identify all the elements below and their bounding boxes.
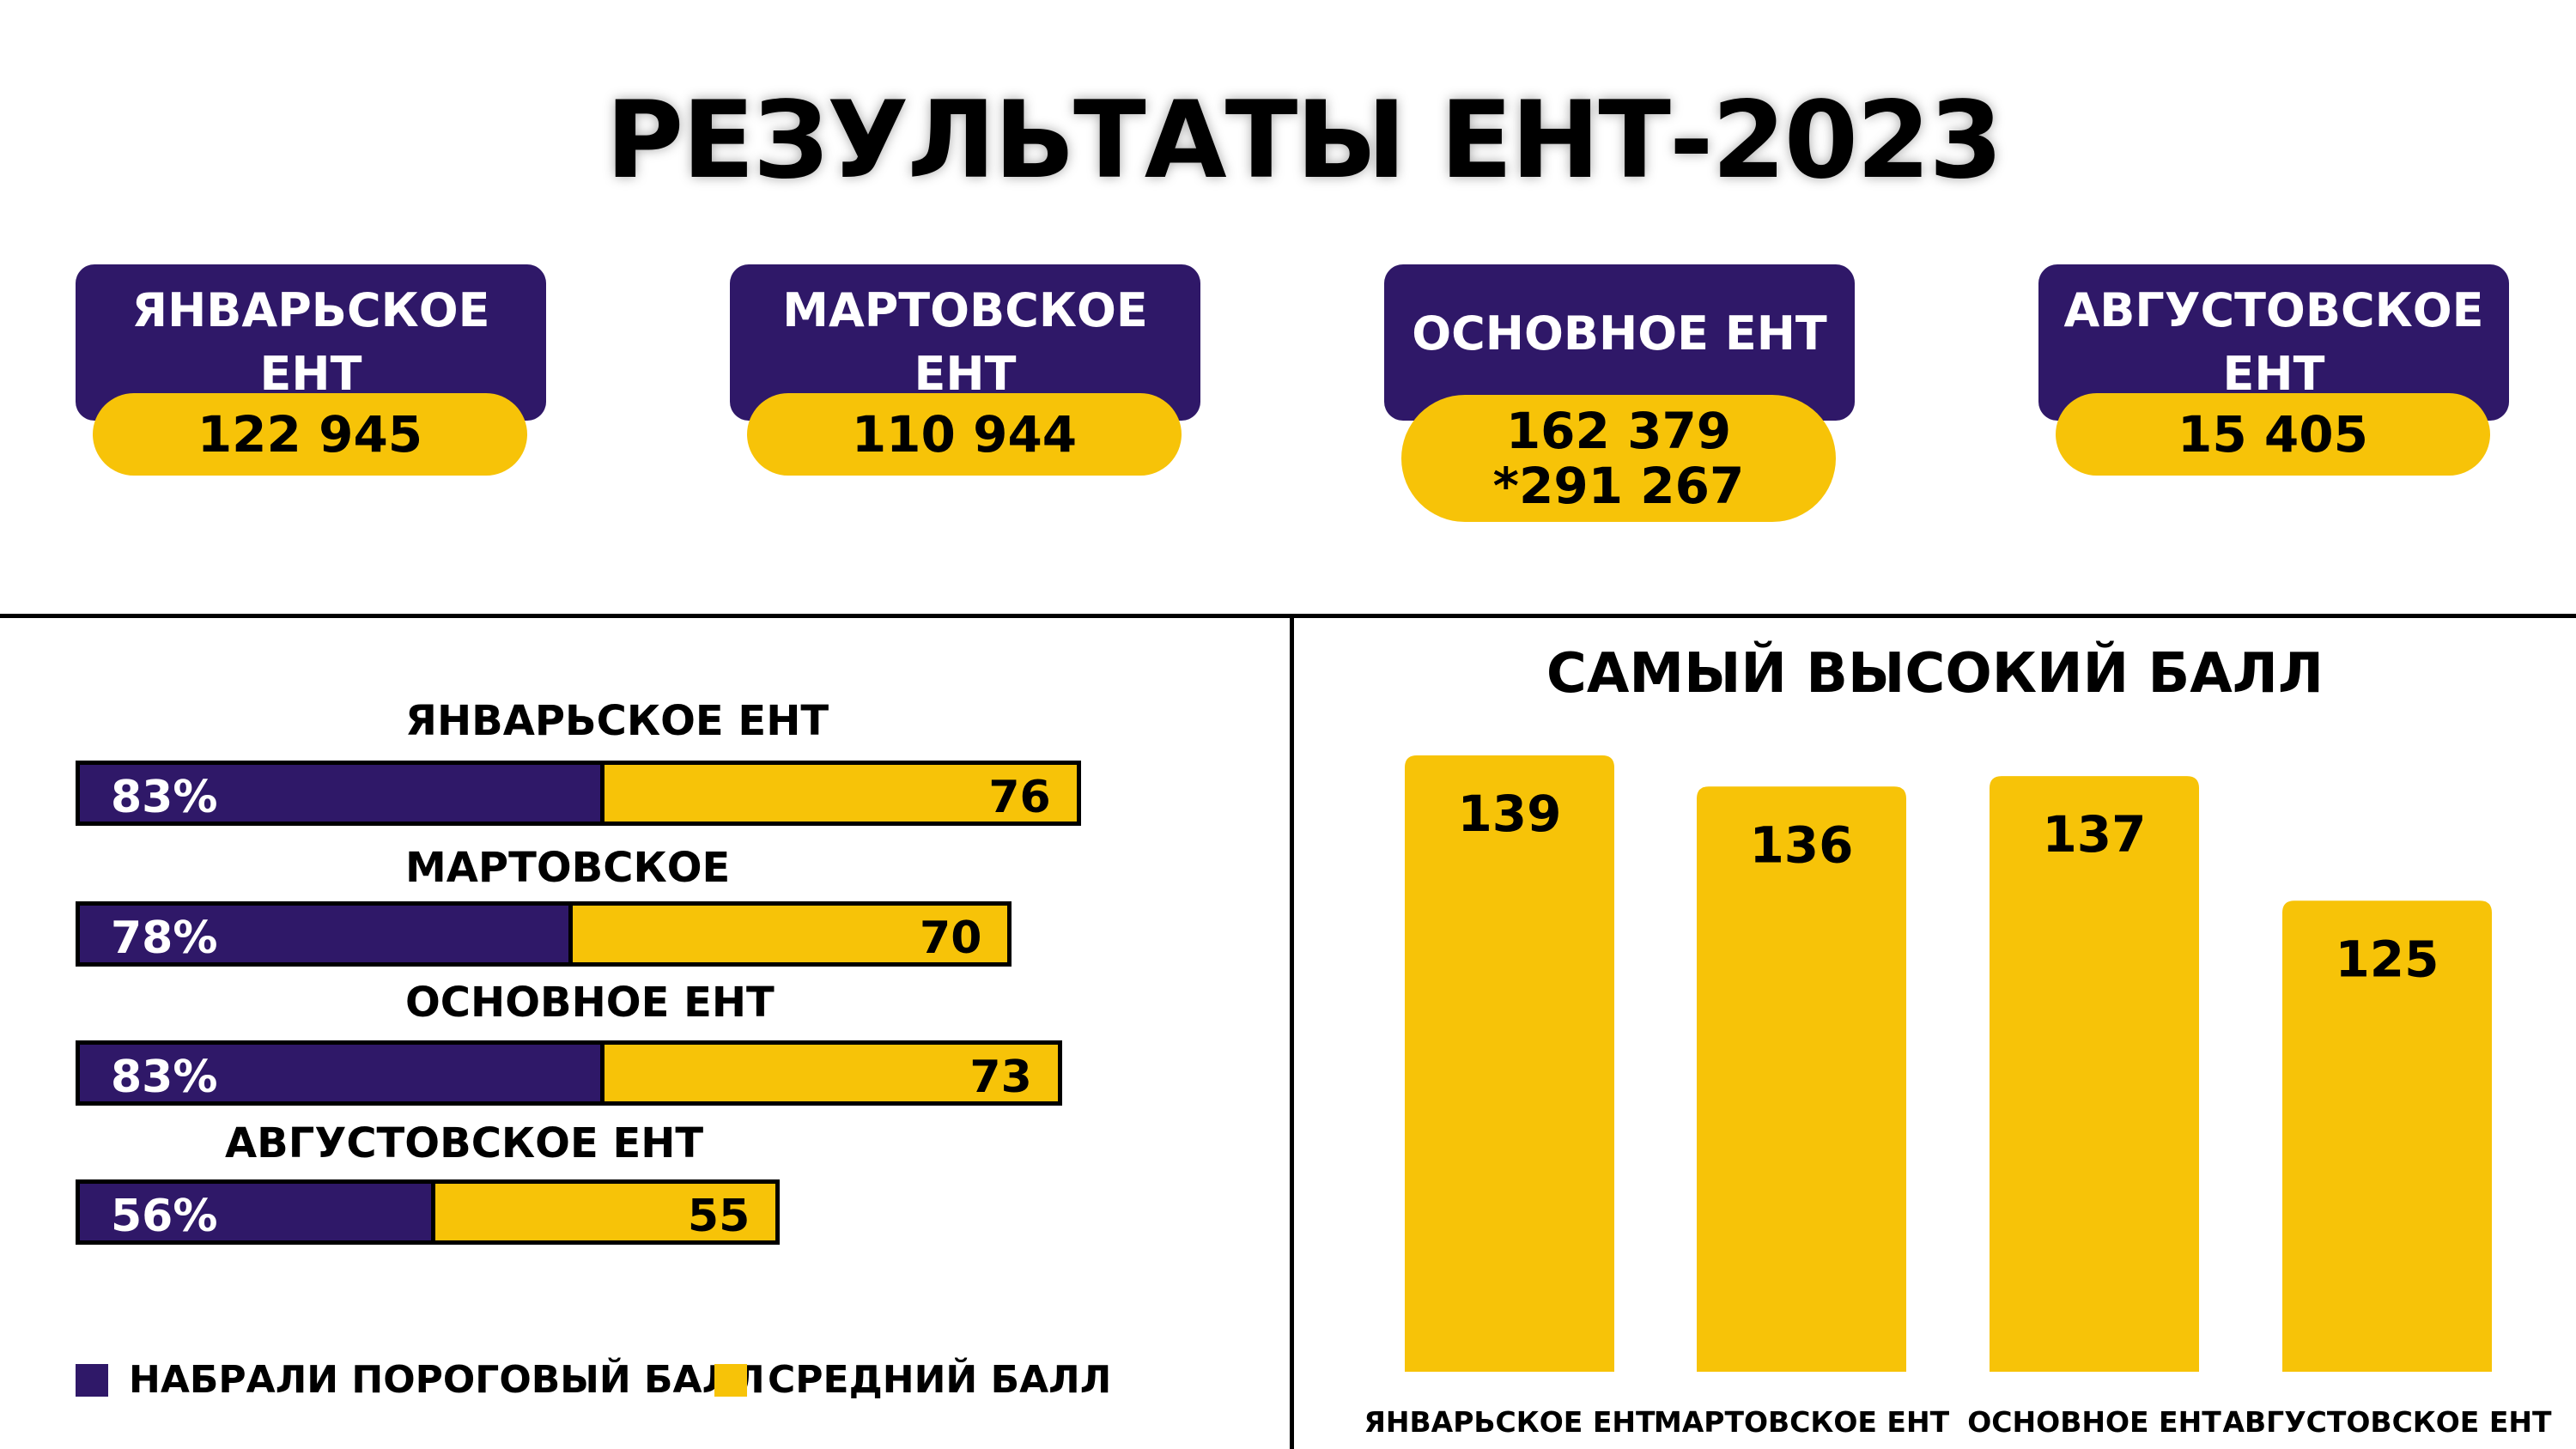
highest-score-chart: 139 ЯНВАРЬСКОЕ ЕНТ 136 МАРТОВСКОЕ ЕНТ 137 ОСН… [1364, 755, 2552, 1439]
horizontal-divider [0, 614, 2576, 618]
legend-label: СРЕДНИЙ БАЛЛ [768, 1358, 1112, 1402]
card-value: 122 945 [93, 393, 527, 476]
bar-value-label: 137 [2042, 805, 2146, 864]
legend-threshold: НАБРАЛИ ПОРОГОВЫЙ БАЛЛ [76, 1358, 765, 1402]
stacked-bar: 56% 55 [76, 1179, 781, 1245]
threshold-segment: 56% [80, 1184, 431, 1242]
bar-value-label: 125 [2335, 930, 2439, 988]
threshold-label: 83% [111, 1052, 218, 1103]
group-label: ЯНВАРЬСКОЕ ЕНТ [405, 697, 829, 745]
legend-swatch-purple [76, 1363, 108, 1397]
card-value-line: 162 379 [1505, 402, 1732, 460]
card-label-line: ЕНТ [2222, 347, 2325, 401]
card-value-line: 15 405 [2178, 405, 2368, 464]
bar-value-label: 136 [1749, 815, 1853, 874]
threshold-label: 78% [111, 912, 218, 964]
card-value: 15 405 [2056, 393, 2490, 476]
x-tick-label: ОСНОВНОЕ ЕНТ [1967, 1405, 2221, 1439]
average-segment: 76 [599, 765, 1077, 823]
card-label-line: МАРТОВСКОЕ [782, 283, 1148, 337]
legend-average: СРЕДНИЙ БАЛЛ [714, 1358, 1111, 1402]
x-tick-label: АВГУСТОВСКОЕ ЕНТ [2222, 1405, 2552, 1439]
stacked-bar: 78% 70 [76, 901, 1012, 967]
x-tick-label: МАРТОВСКОЕ ЕНТ [1654, 1405, 1950, 1439]
card-value: 110 944 [747, 393, 1182, 476]
threshold-segment: 78% [80, 906, 569, 964]
stacked-bar: 83% 76 [76, 761, 1081, 826]
card-label-line: АВГУСТОВСКОЕ [2063, 283, 2484, 337]
vertical-divider [1290, 616, 1294, 1449]
card-label-line: ЕНТ [914, 347, 1017, 401]
bar [1990, 776, 2199, 1372]
legend-label: НАБРАЛИ ПОРОГОВЫЙ БАЛЛ [129, 1358, 765, 1402]
stacked-bar: 83% 73 [76, 1040, 1062, 1106]
card-value-line: 122 945 [197, 405, 423, 464]
average-segment: 70 [568, 906, 1008, 964]
chart-title: САМЫЙ ВЫСОКИЙ БАЛЛ [1546, 642, 2324, 706]
average-label: 76 [988, 772, 1051, 823]
bar [1405, 755, 1614, 1372]
card-label: ОСНОВНОЕ ЕНТ [1384, 264, 1855, 421]
average-label: 70 [920, 912, 982, 964]
card-label-line: ОСНОВНОЕ ЕНТ [1412, 306, 1827, 361]
average-label: 55 [687, 1191, 750, 1242]
threshold-segment: 83% [80, 765, 600, 823]
card-label-line: ЕНТ [259, 347, 362, 401]
average-label: 73 [969, 1052, 1032, 1103]
bar [1697, 786, 1906, 1372]
card-value-line: *291 267 [1492, 457, 1745, 515]
bar-value-label: 139 [1457, 785, 1561, 843]
card-value: 162 379 *291 267 [1401, 395, 1836, 522]
threshold-label: 56% [111, 1191, 218, 1242]
average-segment: 55 [430, 1184, 776, 1242]
card-value-line: 110 944 [851, 405, 1078, 464]
card-label-line: ЯНВАРЬСКОЕ [131, 283, 490, 337]
threshold-label: 83% [111, 772, 218, 823]
threshold-segment: 83% [80, 1045, 600, 1103]
page-title: РЕЗУЛЬТАТЫ ЕНТ-2023 [605, 79, 2002, 203]
x-tick-label: ЯНВАРЬСКОЕ ЕНТ [1364, 1405, 1655, 1439]
legend-swatch-yellow [714, 1363, 747, 1397]
group-label: ОСНОВНОЕ ЕНТ [405, 979, 775, 1027]
average-segment: 73 [599, 1045, 1058, 1103]
group-label: АВГУСТОВСКОЕ ЕНТ [225, 1119, 704, 1167]
bar [2282, 900, 2492, 1372]
